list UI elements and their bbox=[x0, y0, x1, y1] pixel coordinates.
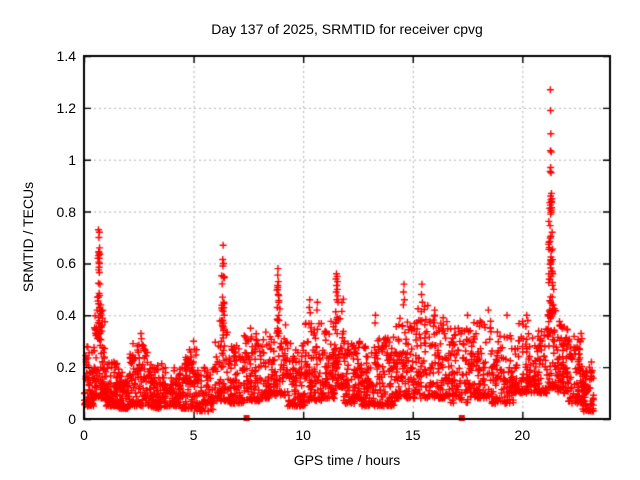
x-tick-label: 5 bbox=[189, 427, 198, 443]
x-tick-label: 10 bbox=[295, 427, 311, 443]
y-tick-label: 1.4 bbox=[56, 48, 76, 64]
x-tick-label: 15 bbox=[404, 427, 421, 443]
y-tick-label: 1 bbox=[68, 151, 76, 168]
y-tick-label: 0.2 bbox=[56, 359, 76, 376]
y-tick-label: 0 bbox=[68, 411, 76, 427]
chart-title: Day 137 of 2025, SRMTID for receiver cpv… bbox=[211, 21, 483, 37]
x-tick-label: 0 bbox=[80, 427, 88, 443]
y-tick-label: 1.2 bbox=[56, 99, 76, 116]
y-axis-label: SRMTID / TECUs bbox=[20, 181, 36, 293]
x-tick-label: 20 bbox=[514, 427, 531, 443]
x-axis-label: GPS time / hours bbox=[293, 452, 401, 468]
y-tick-label: 0.8 bbox=[56, 203, 76, 220]
y-tick-label: 0.4 bbox=[56, 307, 76, 324]
y-tick-label: 0.6 bbox=[56, 255, 76, 272]
